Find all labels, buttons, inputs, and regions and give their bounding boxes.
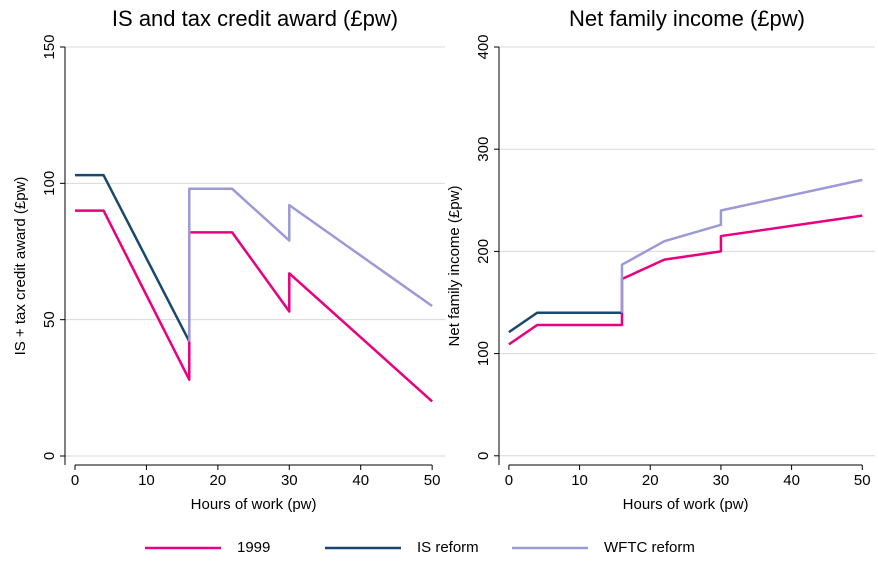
y-tick-label: 100 [41, 171, 58, 196]
series-line [75, 173, 191, 343]
series-line [508, 214, 863, 346]
x-tick-label: 50 [424, 472, 441, 489]
y-tick-label: 300 [475, 137, 492, 162]
y-tick-label: 200 [475, 239, 492, 264]
legend-label: IS reform [417, 539, 479, 556]
x-tick-label: 10 [138, 472, 155, 489]
y-tick-label: 150 [41, 34, 58, 59]
x-tick-label: 40 [783, 472, 800, 489]
legend-label: WFTC reform [604, 539, 695, 556]
series-line [75, 209, 433, 403]
x-axis-label: Hours of work (pw) [191, 496, 317, 513]
chart-title: Net family income (£pw) [569, 6, 805, 31]
series-line [508, 311, 622, 334]
x-tick-label: 40 [352, 472, 369, 489]
x-axis-label: Hours of work (pw) [623, 496, 749, 513]
y-tick-label: 50 [41, 311, 58, 328]
x-tick-label: 20 [210, 472, 227, 489]
x-tick-label: 10 [571, 472, 588, 489]
y-tick-label: 0 [475, 452, 492, 460]
y-tick-label: 0 [41, 452, 58, 460]
y-tick-label: 100 [475, 341, 492, 366]
x-tick-label: 30 [713, 472, 730, 489]
x-tick-label: 20 [642, 472, 659, 489]
series-line [188, 187, 433, 342]
series-line [620, 178, 863, 313]
x-tick-label: 50 [854, 472, 871, 489]
y-tick-label: 400 [475, 34, 492, 59]
x-tick-label: 30 [281, 472, 298, 489]
y-axis-label: IS + tax credit award (£pw) [12, 177, 29, 356]
x-tick-label: 0 [71, 472, 79, 489]
x-tick-label: 0 [505, 472, 513, 489]
legend-label: 1999 [237, 539, 270, 556]
chart-title: IS and tax credit award (£pw) [112, 6, 398, 31]
y-axis-label: Net family income (£pw) [446, 186, 463, 347]
